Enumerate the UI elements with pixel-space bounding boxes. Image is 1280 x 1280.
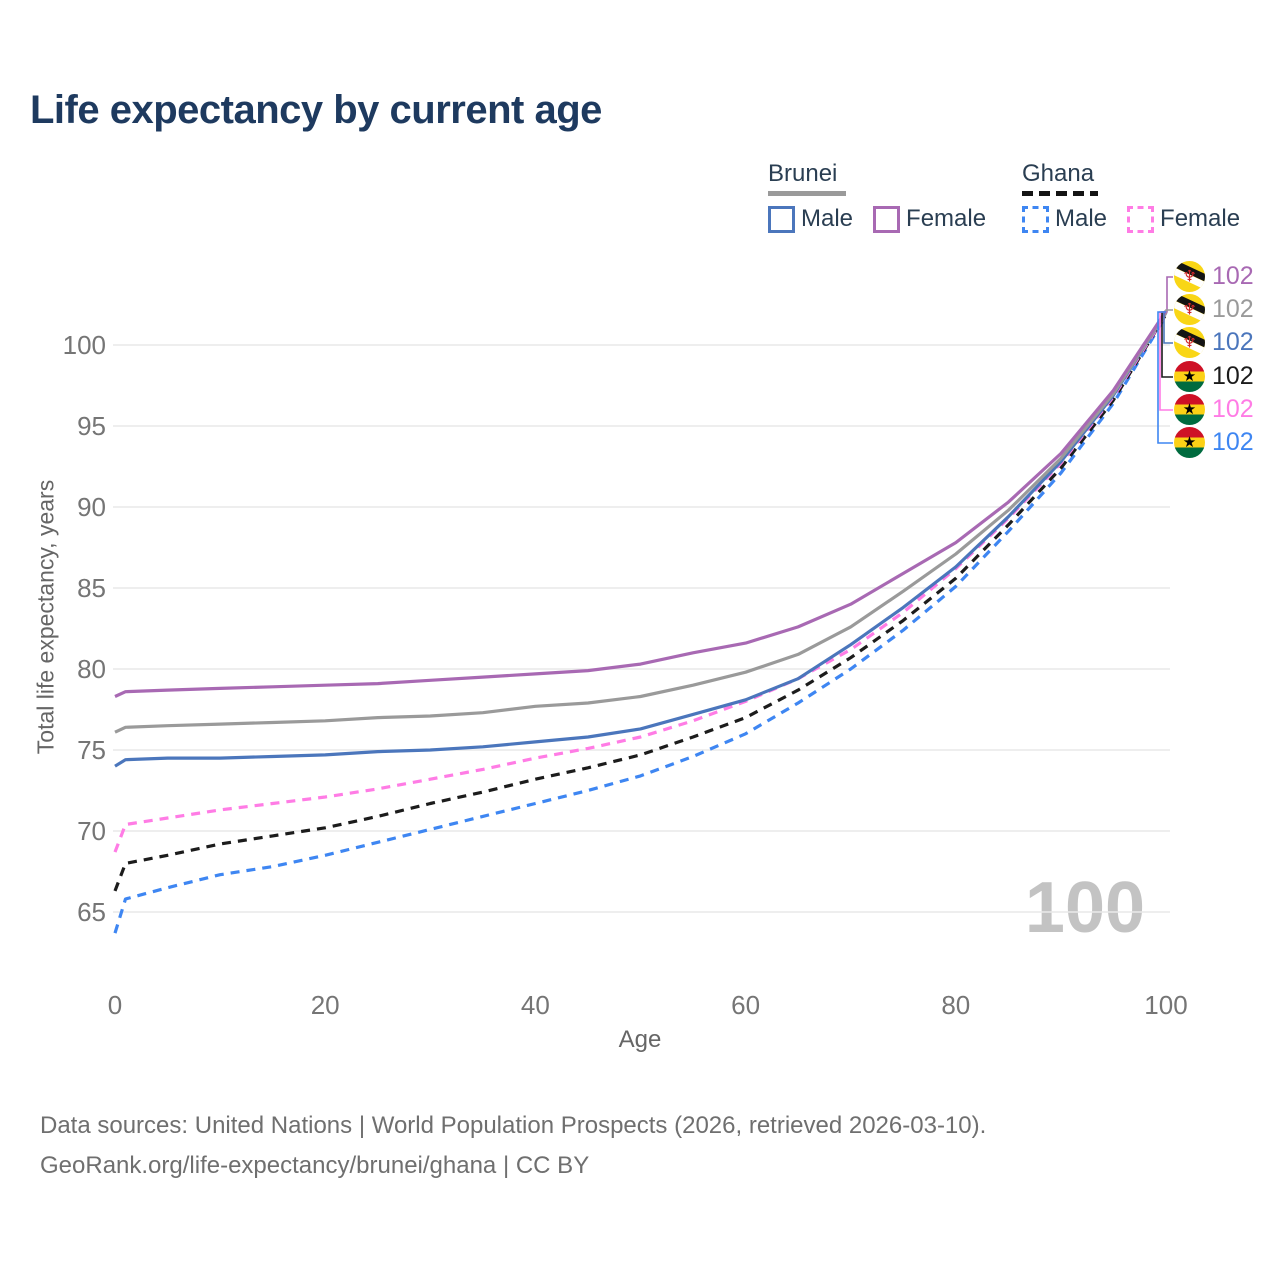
legend-swatch — [873, 205, 901, 233]
legend-country-label: Ghana — [1022, 160, 1095, 187]
y-tick-label: 95 — [77, 411, 106, 441]
end-label-row: ★ 102 — [1174, 427, 1254, 458]
legend-swatch — [1022, 205, 1049, 233]
x-tick-label: 80 — [941, 990, 971, 1020]
ghana-flag-icon: ★ — [1174, 394, 1205, 425]
ghana-flag-icon: ★ — [1174, 427, 1205, 458]
brunei-flag-icon: ♆ — [1174, 294, 1205, 325]
leader-line — [1157, 311, 1173, 444]
series-line-ghana-male — [113, 314, 1168, 934]
legend-item-label: Female — [906, 205, 987, 232]
legend-items: Male Female — [768, 205, 986, 233]
end-label-row: ★ 102 — [1174, 394, 1254, 425]
end-value-label: 102 — [1212, 295, 1254, 323]
end-label-row: ★ 102 — [1174, 361, 1254, 392]
legend-swatch — [1127, 205, 1155, 233]
series-line-brunei — [114, 311, 1168, 734]
y-tick-label: 70 — [77, 816, 106, 846]
legend-group-brunei: Brunei Male Female — [768, 160, 986, 233]
footer: Data sources: United Nations | World Pop… — [40, 1106, 986, 1186]
end-value-label: 102 — [1212, 328, 1254, 356]
legend-group-ghana: Ghana Male Female — [1022, 160, 1240, 233]
legend-item-label: Male — [801, 205, 854, 232]
y-tick-label: 90 — [77, 492, 106, 522]
age-counter-watermark: 100 — [1024, 868, 1146, 948]
brunei-flag-icon: ♆ — [1174, 261, 1205, 292]
x-tick-label: 100 — [1144, 990, 1188, 1020]
series-line-ghana — [113, 313, 1168, 892]
y-tick-label: 85 — [77, 573, 106, 603]
legend-item-brunei-male: Male — [768, 205, 853, 233]
legend-country-label: Brunei — [768, 160, 838, 187]
ghana-flag-icon: ★ — [1174, 361, 1205, 392]
y-tick-label: 65 — [77, 897, 106, 927]
x-tick-label: 60 — [731, 990, 761, 1020]
legend-items: Male Female — [1022, 205, 1240, 233]
y-tick-label: 75 — [77, 735, 106, 765]
legend-item-label: Female — [1160, 205, 1241, 232]
end-value-label: 102 — [1212, 395, 1254, 423]
legend: Brunei Male Female Ghana Male Female — [768, 160, 1268, 240]
legend-country-underline — [1022, 191, 1098, 196]
y-tick-label: 80 — [77, 654, 106, 684]
legend-item-brunei-female: Female — [873, 205, 986, 233]
series-line-brunei-female — [114, 310, 1168, 698]
legend-item-ghana-female: Female — [1127, 205, 1240, 233]
y-tick-label: 100 — [62, 330, 106, 360]
leader-line — [1166, 276, 1173, 313]
legend-item-label: Male — [1055, 205, 1108, 232]
page-title: Life expectancy by current age — [30, 88, 602, 132]
end-label-row: ♆ 102 — [1174, 261, 1254, 292]
legend-item-ghana-male: Male — [1022, 205, 1107, 233]
end-value-label: 102 — [1212, 362, 1254, 390]
x-tick-label: 0 — [107, 990, 123, 1020]
legend-swatch — [768, 205, 795, 233]
legend-country-underline — [768, 191, 846, 196]
x-tick-label: 40 — [520, 990, 550, 1020]
x-tick-label: 20 — [310, 990, 340, 1020]
end-label-row: ♆ 102 — [1174, 327, 1254, 358]
end-value-label: 102 — [1212, 428, 1254, 456]
end-label-row: ♆ 102 — [1174, 294, 1254, 325]
series-line-brunei-male — [114, 311, 1168, 768]
data-sources-text: Data sources: United Nations | World Pop… — [40, 1112, 987, 1139]
series-line-ghana-female — [113, 313, 1168, 853]
end-value-label: 102 — [1212, 262, 1254, 290]
attribution-text: GeoRank.org/life-expectancy/brunei/ghana… — [40, 1152, 590, 1179]
x-axis-title: Age — [618, 1026, 662, 1053]
brunei-flag-icon: ♆ — [1174, 327, 1205, 358]
